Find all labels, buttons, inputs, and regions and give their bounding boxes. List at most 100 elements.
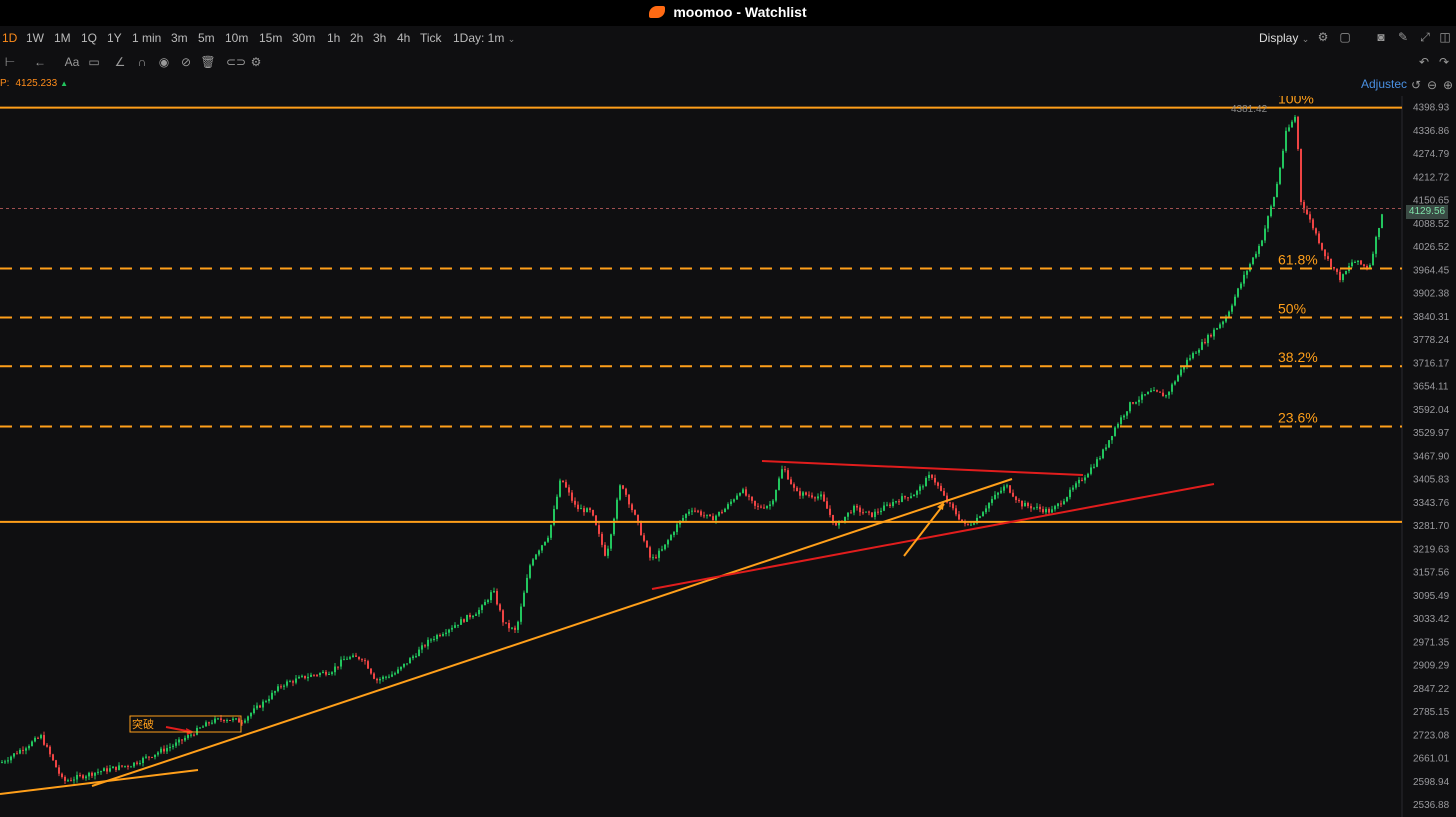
price-chart[interactable]: 100% 61.8% 50% 38.2% 23.6% 突破 4398.93 4336.86… [0,96,1456,817]
candle-body [364,660,366,662]
zoom-out-icon[interactable]: ⊖ [1426,78,1438,92]
fib-level-label: 61.8% [1278,251,1318,267]
candle-body [1021,500,1023,507]
candle-body [400,666,402,670]
y-tick-label: 3529.97 [1413,428,1450,439]
candle-body [973,523,975,525]
text-tool-icon[interactable]: Aa [64,55,80,69]
red-resistance-line[interactable] [761,460,1084,476]
candle-body [1312,219,1314,229]
candle-body [610,534,612,549]
link-icon[interactable]: ⊂⊃ [226,55,247,69]
orange-trendline[interactable] [91,478,1013,787]
red-support-line[interactable] [651,483,1215,590]
interval-select[interactable]: 1Day: 1m ⌄ [453,31,515,45]
candle-body [10,756,12,761]
candle-body [412,656,414,659]
tf-1y[interactable]: 1Y [107,31,122,45]
orange-base-line[interactable] [0,769,199,795]
tf-1m[interactable]: 1M [54,31,71,45]
candle-body [358,656,360,660]
candle-body [211,722,213,724]
camera-icon[interactable]: ◙ [1377,30,1385,44]
candle-body [202,726,204,728]
candle-body [94,772,96,776]
fullscreen-icon[interactable]: ⤢ [1420,30,1430,44]
tf-4h[interactable]: 4h [397,31,411,45]
line-tool-icon[interactable]: ∠ [114,55,126,69]
candle-body [1183,366,1185,370]
tf-1d[interactable]: 1D [2,31,18,45]
zoom-in-icon[interactable]: ⊕ [1442,78,1454,92]
candle-body [316,674,318,676]
candle-body [298,676,300,679]
display-button[interactable]: Display ⌄ [1259,31,1309,45]
settings-icon[interactable]: ⚙ [1317,30,1329,44]
candle-body [652,557,654,559]
undo-arrow-icon[interactable]: ← [34,55,46,69]
candle-body [439,635,441,637]
tf-3m[interactable]: 3m [171,31,188,45]
candle-body [409,658,411,664]
breakout-box[interactable] [129,715,242,733]
candle-body [994,494,996,500]
magnet-icon[interactable]: ∩ [137,55,147,69]
draw-icon[interactable]: ✎ [1397,30,1409,44]
candle-body [1234,296,1236,306]
candle-body [37,737,39,739]
candle-body [532,559,534,566]
tf-tick[interactable]: Tick [420,31,442,45]
candle-body [1264,228,1266,241]
candle-body [151,757,153,759]
candle-body [1171,384,1173,392]
candle-body [289,681,291,683]
adjusted-toggle[interactable]: Adjustec [1361,77,1407,91]
redo-icon[interactable]: ↷ [1438,55,1450,69]
candle-body [781,469,783,479]
trash-icon[interactable]: 🗑 [200,55,216,69]
orange-arrow-head-icon [937,502,944,510]
candle-body [646,540,648,548]
candle-body [886,504,888,506]
candle-body [670,535,672,541]
layout-icon[interactable]: ▢ [1339,30,1351,44]
comment-icon[interactable]: ▭ [88,55,100,69]
reset-icon[interactable]: ↺ [1410,78,1422,92]
hide-icon[interactable]: ⊘ [180,55,192,69]
candle-body [712,516,714,521]
candle-body [154,754,156,758]
candle-body [571,492,573,501]
tf-1w[interactable]: 1W [26,31,44,45]
candle-body [1315,228,1317,234]
candle-body [205,722,207,727]
candle-body [580,508,582,510]
adjusted-label: Adjustec [1361,77,1408,91]
candle-body [829,508,831,515]
tf-1q[interactable]: 1Q [81,31,98,45]
y-tick-label: 2661.01 [1413,754,1450,765]
candle-body [523,592,525,607]
candle-body [196,727,198,735]
tf-15m[interactable]: 15m [259,31,283,45]
candle-body [226,720,228,722]
candle-body [1318,233,1320,244]
split-view-icon[interactable]: ◫ [1439,30,1451,44]
tf-30m[interactable]: 30m [292,31,316,45]
candle-body [487,600,489,603]
tf-1h[interactable]: 1h [327,31,341,45]
tf-3h[interactable]: 3h [373,31,387,45]
gear-icon[interactable]: ⚙ [250,55,262,69]
candle-body [1360,260,1362,265]
tf-5m[interactable]: 5m [198,31,215,45]
tf-1min[interactable]: 1 min [132,31,162,45]
drawing-toolbar [0,52,1456,72]
candle-body [802,492,804,496]
tf-10m[interactable]: 10m [225,31,249,45]
candle-body [643,535,645,541]
eye-icon[interactable]: ◉ [158,55,170,69]
undo-icon[interactable]: ↶ [1418,55,1430,69]
candle-body [631,504,633,511]
cursor-tool-icon[interactable]: ⊢ [4,55,16,69]
moomoo-logo-icon [649,6,666,18]
tf-2h[interactable]: 2h [350,31,364,45]
